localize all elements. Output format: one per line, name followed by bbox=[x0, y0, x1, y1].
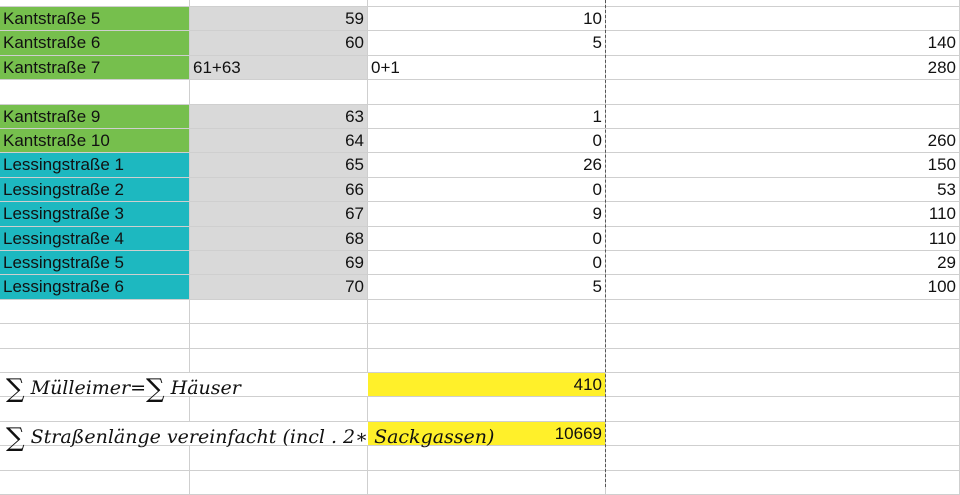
house-number-cell[interactable]: 63 bbox=[190, 104, 368, 129]
street-cell[interactable]: Lessingstraße 1 bbox=[0, 153, 190, 178]
house-number-cell[interactable]: 68 bbox=[190, 226, 368, 251]
length-cell[interactable]: 100 bbox=[606, 275, 960, 300]
bins-cell[interactable] bbox=[368, 80, 606, 105]
cell[interactable] bbox=[190, 324, 368, 349]
street-cell[interactable]: Lessingstraße 2 bbox=[0, 177, 190, 203]
formula-left: Mülleimer bbox=[30, 377, 131, 399]
house-number-cell[interactable]: 64 bbox=[190, 129, 368, 154]
sigma-symbol: ∑ bbox=[146, 374, 165, 404]
total-bins-cell[interactable]: 410 bbox=[368, 373, 606, 398]
cell[interactable] bbox=[606, 397, 960, 422]
length-cell[interactable]: 280 bbox=[606, 55, 960, 81]
cell[interactable] bbox=[0, 348, 190, 373]
length-cell[interactable]: 110 bbox=[606, 202, 960, 227]
cell[interactable] bbox=[0, 299, 190, 325]
length-cell[interactable]: 110 bbox=[606, 226, 960, 251]
cell[interactable] bbox=[606, 446, 960, 471]
length-cell[interactable] bbox=[606, 80, 960, 105]
cell[interactable] bbox=[0, 446, 190, 471]
length-cell[interactable] bbox=[606, 7, 960, 32]
sigma-symbol: ∑ bbox=[6, 423, 25, 453]
bins-cell[interactable]: 9 bbox=[368, 202, 606, 227]
house-number-cell[interactable] bbox=[190, 80, 368, 105]
cell[interactable] bbox=[190, 299, 368, 325]
bins-cell[interactable]: 0 bbox=[368, 129, 606, 154]
cell[interactable] bbox=[606, 470, 960, 495]
cell[interactable] bbox=[368, 324, 606, 349]
house-number-cell[interactable]: 70 bbox=[190, 275, 368, 300]
length-cell[interactable]: 140 bbox=[606, 31, 960, 56]
street-cell[interactable]: Lessingstraße 6 bbox=[0, 275, 190, 300]
cell[interactable] bbox=[190, 348, 368, 373]
house-number-cell[interactable]: 60 bbox=[190, 31, 368, 56]
bins-cell[interactable]: 10 bbox=[368, 7, 606, 32]
length-cell[interactable]: 260 bbox=[606, 129, 960, 154]
cell[interactable] bbox=[0, 397, 190, 422]
bins-cell[interactable]: 0 bbox=[368, 177, 606, 203]
street-cell[interactable]: Kantstraße 5 bbox=[0, 7, 190, 32]
cell[interactable] bbox=[606, 348, 960, 373]
cell[interactable] bbox=[0, 422, 190, 447]
cell[interactable] bbox=[0, 470, 190, 495]
bins-cell[interactable]: 0 bbox=[368, 226, 606, 251]
length-cell[interactable] bbox=[606, 104, 960, 129]
page-break-line bbox=[605, 0, 606, 487]
formula-text: Straßenlänge vereinfacht (incl . 2∗ Sack… bbox=[30, 426, 495, 448]
street-cell[interactable]: Kantstraße 7 bbox=[0, 55, 190, 81]
cell[interactable] bbox=[0, 324, 190, 349]
cell[interactable] bbox=[368, 397, 606, 422]
total-length-cell[interactable]: 10669 bbox=[368, 421, 606, 447]
cell[interactable] bbox=[606, 373, 960, 398]
formula-street-length: ∑ Straßenlänge vereinfacht (incl . 2∗ Sa… bbox=[6, 423, 494, 453]
bins-cell[interactable]: 5 bbox=[368, 275, 606, 300]
cell[interactable] bbox=[606, 324, 960, 349]
bins-cell[interactable]: 0+1 bbox=[368, 55, 606, 81]
house-number-cell[interactable]: 69 bbox=[190, 251, 368, 276]
formula-bins-equals-houses: ∑ Mülleimer=∑ Häuser bbox=[6, 374, 241, 404]
street-cell[interactable]: Lessingstraße 3 bbox=[0, 202, 190, 227]
cell[interactable] bbox=[190, 373, 368, 398]
cell[interactable] bbox=[368, 470, 606, 495]
bins-cell[interactable]: 26 bbox=[368, 153, 606, 178]
street-cell[interactable]: Lessingstraße 4 bbox=[0, 226, 190, 251]
cell[interactable] bbox=[0, 0, 190, 7]
formula-equals: = bbox=[130, 377, 147, 399]
cell[interactable] bbox=[190, 397, 368, 422]
cell[interactable] bbox=[368, 348, 606, 373]
formula-right: Häuser bbox=[170, 377, 241, 399]
cell[interactable] bbox=[190, 422, 368, 447]
cell[interactable] bbox=[368, 0, 606, 7]
house-number-cell[interactable]: 61+63 bbox=[190, 55, 368, 81]
house-number-cell[interactable]: 59 bbox=[190, 7, 368, 32]
length-cell[interactable]: 53 bbox=[606, 177, 960, 203]
sigma-symbol: ∑ bbox=[6, 374, 25, 404]
house-number-cell[interactable]: 67 bbox=[190, 202, 368, 227]
cell[interactable] bbox=[190, 0, 368, 7]
street-cell[interactable]: Kantstraße 10 bbox=[0, 129, 190, 154]
street-cell[interactable]: Kantstraße 9 bbox=[0, 104, 190, 129]
cell[interactable] bbox=[606, 421, 960, 447]
length-cell[interactable]: 150 bbox=[606, 153, 960, 178]
bins-cell[interactable]: 1 bbox=[368, 104, 606, 129]
street-cell[interactable]: Kantstraße 6 bbox=[0, 31, 190, 56]
house-number-cell[interactable]: 66 bbox=[190, 177, 368, 203]
cell[interactable] bbox=[368, 299, 606, 325]
street-cell[interactable] bbox=[0, 80, 190, 105]
bins-cell[interactable]: 0 bbox=[368, 251, 606, 276]
length-cell[interactable]: 29 bbox=[606, 251, 960, 276]
street-cell[interactable]: Lessingstraße 5 bbox=[0, 251, 190, 276]
cell[interactable] bbox=[0, 373, 190, 398]
cell[interactable] bbox=[606, 299, 960, 325]
cell[interactable] bbox=[190, 470, 368, 495]
cell[interactable] bbox=[190, 446, 368, 471]
house-number-cell[interactable]: 65 bbox=[190, 153, 368, 178]
cell[interactable] bbox=[606, 0, 960, 7]
bins-cell[interactable]: 5 bbox=[368, 31, 606, 56]
